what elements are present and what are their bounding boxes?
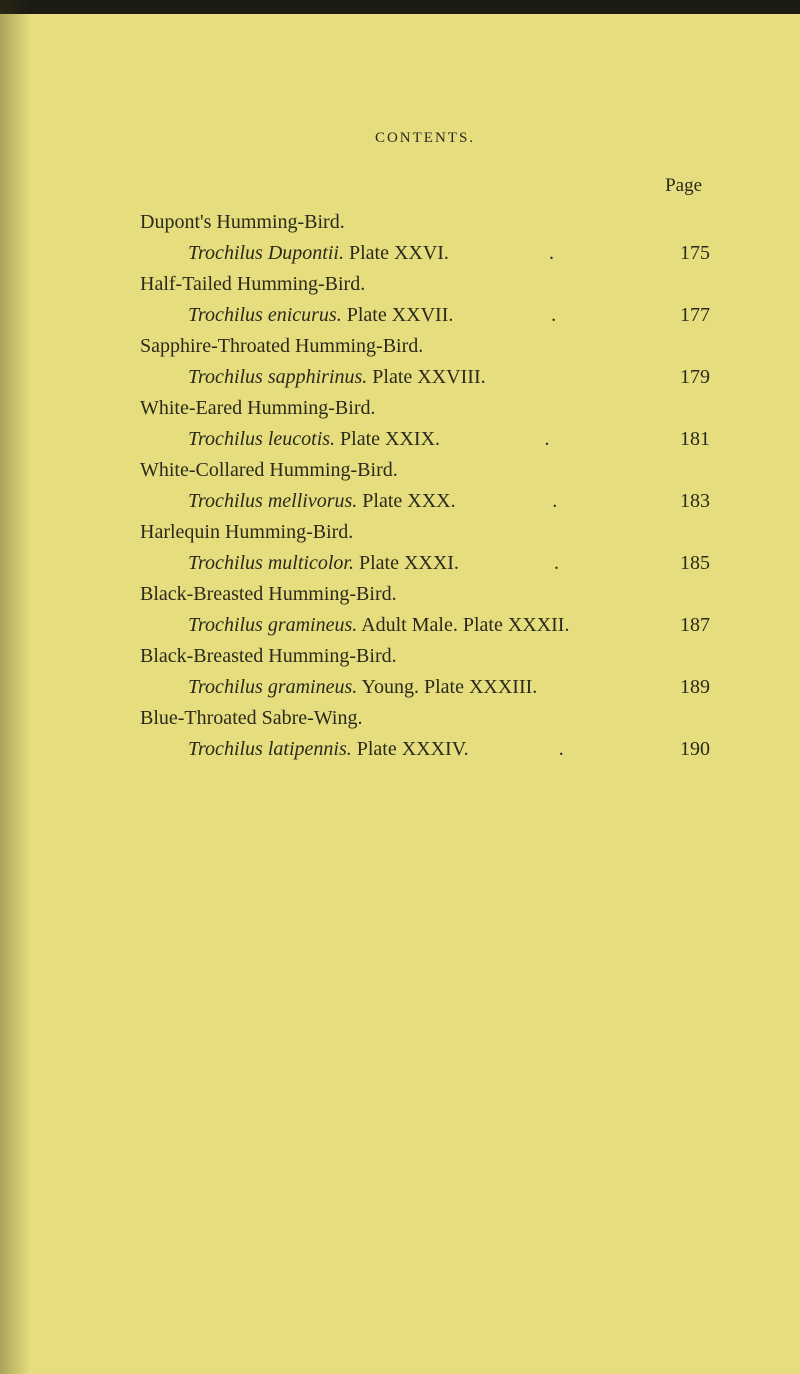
entry-detail-text: Trochilus gramineus. Young. Plate XXXIII…	[188, 672, 537, 703]
leader-dot: .	[469, 734, 654, 765]
entry-detail-text: Trochilus leucotis. Plate XXIX.	[188, 424, 440, 455]
entry-detail-line: Trochilus latipennis. Plate XXXIV. . 190	[140, 734, 710, 765]
entry-detail-text: Trochilus gramineus. Adult Male. Plate X…	[188, 610, 569, 641]
latin-name: Trochilus latipennis.	[188, 738, 352, 760]
page-number: 183	[654, 486, 710, 517]
entry-detail-line: Trochilus Dupontii. Plate XXVI. . 175	[140, 238, 710, 269]
latin-name: Trochilus multicolor.	[188, 552, 354, 574]
entry-common-name: White-Collared Humming-Bird.	[140, 455, 710, 486]
plate-ref: Plate XXVII.	[342, 304, 454, 326]
latin-name: Trochilus mellivorus.	[188, 490, 357, 512]
page-column-label: Page	[140, 175, 710, 197]
latin-name: Trochilus sapphirinus.	[188, 366, 367, 388]
page: CONTENTS. Page Dupont's Humming-Bird. Tr…	[0, 0, 800, 1374]
entry-detail-text: Trochilus Dupontii. Plate XXVI.	[188, 238, 449, 269]
entry-detail-line: Trochilus gramineus. Adult Male. Plate X…	[140, 610, 710, 641]
plate-ref: Plate XXVI.	[344, 242, 449, 264]
entry-common-name: Black-Breasted Humming-Bird.	[140, 579, 710, 610]
plate-ref: Plate XXXI.	[354, 552, 459, 574]
scan-left-shadow	[0, 0, 30, 1374]
toc-entry: Half-Tailed Humming-Bird. Trochilus enic…	[140, 269, 710, 331]
page-number: 189	[654, 672, 710, 703]
toc-entry: White-Collared Humming-Bird. Trochilus m…	[140, 455, 710, 517]
latin-name: Trochilus gramineus.	[188, 614, 357, 636]
latin-name: Trochilus Dupontii.	[188, 242, 344, 264]
plate-ref: Plate XXX.	[357, 490, 455, 512]
entry-detail-text: Trochilus mellivorus. Plate XXX.	[188, 486, 456, 517]
entry-detail-text: Trochilus sapphirinus. Plate XXVIII.	[188, 362, 486, 393]
page-number: 175	[654, 238, 710, 269]
entry-detail-line: Trochilus gramineus. Young. Plate XXXIII…	[140, 672, 710, 703]
page-number: 187	[654, 610, 710, 641]
entry-detail-line: Trochilus mellivorus. Plate XXX. . 183	[140, 486, 710, 517]
entry-common-name: Half-Tailed Humming-Bird.	[140, 269, 710, 300]
page-number: 185	[654, 548, 710, 579]
scan-top-bar	[0, 0, 800, 14]
entry-detail-text: Trochilus latipennis. Plate XXXIV.	[188, 734, 469, 765]
toc-entry: Dupont's Humming-Bird. Trochilus Duponti…	[140, 207, 710, 269]
entry-detail-text: Trochilus enicurus. Plate XXVII.	[188, 300, 453, 331]
plate-ref: Adult Male. Plate XXXII.	[357, 614, 569, 636]
leader-dot: .	[459, 548, 654, 579]
latin-name: Trochilus leucotis.	[188, 428, 335, 450]
toc-entry: Harlequin Humming-Bird. Trochilus multic…	[140, 517, 710, 579]
entry-detail-line: Trochilus sapphirinus. Plate XXVIII. 179	[140, 362, 710, 393]
toc-entry: Blue-Throated Sabre-Wing. Trochilus lati…	[140, 703, 710, 765]
entry-common-name: Blue-Throated Sabre-Wing.	[140, 703, 710, 734]
entry-common-name: Sapphire-Throated Humming-Bird.	[140, 331, 710, 362]
toc-entry: Sapphire-Throated Humming-Bird. Trochilu…	[140, 331, 710, 393]
toc-entry: Black-Breasted Humming-Bird. Trochilus g…	[140, 579, 710, 641]
leader-dot: .	[440, 424, 654, 455]
entry-common-name: Harlequin Humming-Bird.	[140, 517, 710, 548]
latin-name: Trochilus enicurus.	[188, 304, 342, 326]
toc-entry: White-Eared Humming-Bird. Trochilus leuc…	[140, 393, 710, 455]
plate-ref: Plate XXXIV.	[352, 738, 469, 760]
plate-ref: Plate XXVIII.	[367, 366, 485, 388]
toc-entry: Black-Breasted Humming-Bird. Trochilus g…	[140, 641, 710, 703]
leader-dot: .	[456, 486, 654, 517]
page-number: 181	[654, 424, 710, 455]
entry-detail-line: Trochilus leucotis. Plate XXIX. . 181	[140, 424, 710, 455]
entry-common-name: Dupont's Humming-Bird.	[140, 207, 710, 238]
page-number: 179	[654, 362, 710, 393]
entry-common-name: White-Eared Humming-Bird.	[140, 393, 710, 424]
page-number: 177	[654, 300, 710, 331]
entry-detail-line: Trochilus multicolor. Plate XXXI. . 185	[140, 548, 710, 579]
page-number: 190	[654, 734, 710, 765]
plate-ref: Plate XXIX.	[335, 428, 440, 450]
latin-name: Trochilus gramineus.	[188, 676, 357, 698]
entry-detail-line: Trochilus enicurus. Plate XXVII. . 177	[140, 300, 710, 331]
entry-common-name: Black-Breasted Humming-Bird.	[140, 641, 710, 672]
running-head: CONTENTS.	[140, 130, 710, 147]
plate-ref: Young. Plate XXXIII.	[357, 676, 537, 698]
leader-dot: .	[453, 300, 654, 331]
entry-detail-text: Trochilus multicolor. Plate XXXI.	[188, 548, 459, 579]
leader-dot: .	[449, 238, 654, 269]
